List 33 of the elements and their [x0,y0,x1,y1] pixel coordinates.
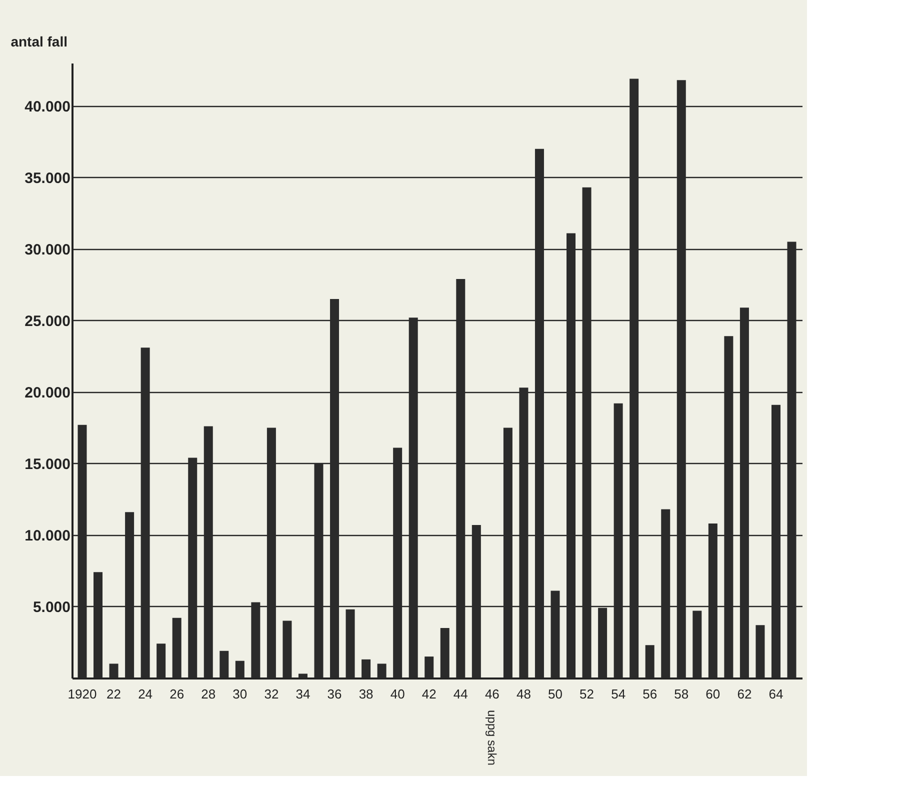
x-tick-label: 62 [737,686,752,702]
x-tick-label: 22 [106,686,122,702]
x-tick-label: 32 [264,686,279,702]
y-tick-label: 30.000 [24,241,70,258]
x-tick-label: 60 [706,686,720,702]
x-tick-label: 46 [484,686,500,702]
x-tick-label: 40 [390,686,405,702]
x-tick-label: 58 [674,686,689,702]
x-tick-label: 44 [453,686,468,702]
x-tick-label: 54 [611,686,626,702]
x-tick-label: 52 [580,686,594,702]
y-tick-label: 15.000 [24,456,70,473]
x-tick-label: 56 [642,686,658,702]
x-tick-label: 30 [232,686,248,702]
y-tick-label: 5.000 [32,598,70,616]
x-tick-label: 26 [170,686,184,702]
x-tick-label: 38 [358,686,374,702]
x-tick-label: 24 [138,686,153,702]
y-tick-label: 20.000 [24,384,70,402]
x-tick-label: 1920 [68,686,97,702]
y-tick-label: 40.000 [24,98,70,116]
x-tick-label: 50 [548,686,562,702]
x-tick-label: 34 [296,686,310,702]
y-tick-label: 35.000 [24,170,70,187]
y-axis-title: antal fall [10,34,68,50]
y-tick-label: 10.000 [24,527,70,544]
x-tick-label: 64 [768,686,784,702]
y-tick-label: 25.000 [24,312,70,330]
text: uppg sakn [485,710,500,766]
x-tick-label: 36 [327,686,342,702]
x-tick-label: 42 [422,686,436,702]
x-tick-label: 48 [516,686,531,702]
x-tick-label: 28 [201,686,216,702]
